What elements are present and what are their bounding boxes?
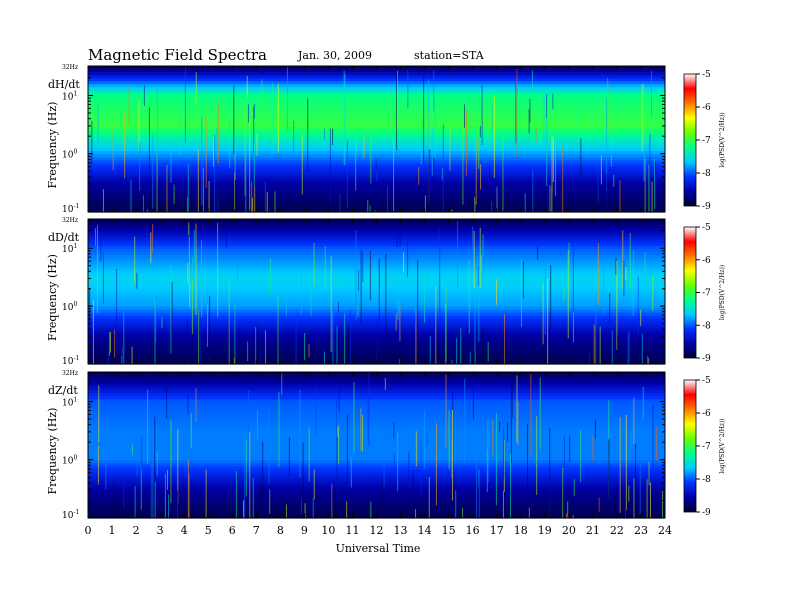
y-top-label: 32Hz xyxy=(62,370,78,377)
y-tick-label: 10-1 xyxy=(62,203,79,215)
x-tick-label: 6 xyxy=(229,524,236,537)
y-axis-label: Frequency (Hz) xyxy=(46,408,59,495)
spectrogram-texture-0 xyxy=(91,66,660,212)
colorbar-tick-label: -8 xyxy=(702,475,711,485)
y-tick-exponent: -1 xyxy=(73,203,79,210)
panel-label: dD/dt xyxy=(48,231,80,244)
x-tick-label: 19 xyxy=(538,524,552,537)
chart-station: station=STA xyxy=(414,49,485,62)
colorbar-tick-label: -6 xyxy=(702,103,711,113)
colorbar-tick-label: -8 xyxy=(702,169,711,179)
colorbar-tick-label: -9 xyxy=(702,354,711,364)
colorbar-tick-label: -9 xyxy=(702,508,711,518)
colorbar-tick-label: -5 xyxy=(702,223,711,233)
x-tick-label: 3 xyxy=(157,524,164,537)
colorbar-1 xyxy=(683,226,697,359)
colorbar-tick-label: -6 xyxy=(702,409,711,419)
y-tick-label: 100 xyxy=(62,149,77,161)
chart-date: Jan. 30, 2009 xyxy=(297,49,372,62)
x-tick-label: 21 xyxy=(586,524,600,537)
x-tick-label: 11 xyxy=(345,524,359,537)
x-tick-label: 15 xyxy=(442,524,456,537)
panel-label: dZ/dt xyxy=(48,384,78,397)
x-axis-label: Universal Time xyxy=(336,542,421,555)
x-tick-label: 24 xyxy=(658,524,672,537)
y-tick-exponent: 1 xyxy=(73,396,77,403)
colorbar-tick-label: -6 xyxy=(702,256,711,266)
x-tick-label: 18 xyxy=(514,524,528,537)
x-tick-label: 0 xyxy=(85,524,92,537)
colorbar-2 xyxy=(683,379,697,513)
y-tick-exponent: -1 xyxy=(73,355,79,362)
y-top-label: 32Hz xyxy=(62,217,78,224)
colorbar-label: log(PSD(V^2/Hz)) xyxy=(719,265,726,320)
panel-label: dH/dt xyxy=(48,78,80,91)
x-tick-label: 7 xyxy=(253,524,260,537)
spectrogram-dZ/dt xyxy=(88,372,665,519)
x-tick-label: 14 xyxy=(418,524,432,537)
x-tick-label: 20 xyxy=(562,524,576,537)
y-top-label: 32Hz xyxy=(62,64,78,71)
spectrogram-dD/dt xyxy=(88,219,665,365)
x-tick-label: 23 xyxy=(634,524,648,537)
colorbar-label: log(PSD(V^2/Hz)) xyxy=(719,112,726,167)
y-tick-exponent: 1 xyxy=(73,90,77,97)
x-tick-label: 8 xyxy=(277,524,284,537)
spectrogram-texture-1 xyxy=(89,221,654,364)
y-tick-label: 101 xyxy=(62,90,77,102)
colorbar-tick-label: -9 xyxy=(702,202,711,212)
spectrogram-texture-2 xyxy=(97,372,663,518)
x-tick-label: 12 xyxy=(370,524,384,537)
x-tick-label: 17 xyxy=(490,524,504,537)
y-tick-exponent: 0 xyxy=(73,455,77,462)
x-tick-label: 13 xyxy=(394,524,408,537)
y-tick-exponent: -1 xyxy=(73,509,79,516)
y-tick-label: 101 xyxy=(62,243,77,255)
x-axis: 0 1 2 3 4 5 6 7 8 9 10 11 12 13 14 15 16 17 18 19 20 21 22 23 24 xyxy=(85,66,672,537)
y-tick-label: 10-1 xyxy=(62,355,79,367)
y-tick-exponent: 0 xyxy=(73,149,77,156)
y-tick-exponent: 0 xyxy=(73,301,77,308)
x-tick-label: 16 xyxy=(466,524,480,537)
colorbar-tick-label: -8 xyxy=(702,321,711,331)
x-tick-label: 10 xyxy=(321,524,335,537)
y-tick-label: 101 xyxy=(62,396,77,408)
x-tick-label: 9 xyxy=(301,524,308,537)
colorbar-tick-label: -5 xyxy=(702,376,711,386)
x-tick-label: 5 xyxy=(205,524,212,537)
y-tick-label: 100 xyxy=(62,301,77,313)
colorbar-tick-label: -7 xyxy=(702,289,711,299)
colorbar-tick-label: -7 xyxy=(702,136,711,146)
colorbar-tick-label: -5 xyxy=(702,70,711,80)
y-tick-label: 10-1 xyxy=(62,509,79,521)
chart-title: Magnetic Field Spectra xyxy=(88,46,267,64)
y-tick-label: 100 xyxy=(62,455,77,467)
x-tick-label: 4 xyxy=(181,524,188,537)
colorbar-0 xyxy=(683,73,697,207)
y-axis-label: Frequency (Hz) xyxy=(46,102,59,189)
x-tick-label: 22 xyxy=(610,524,624,537)
y-axis-label: Frequency (Hz) xyxy=(46,254,59,341)
y-tick-exponent: 1 xyxy=(73,243,77,250)
x-tick-label: 1 xyxy=(109,524,116,537)
colorbar-tick-label: -7 xyxy=(702,442,711,452)
x-tick-label: 2 xyxy=(133,524,140,537)
colorbar-label: log(PSD(V^2/Hz)) xyxy=(719,418,726,473)
